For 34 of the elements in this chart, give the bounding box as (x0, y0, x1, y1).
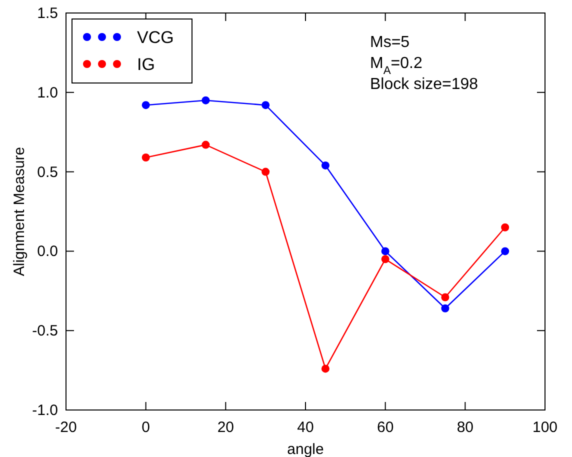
x-tick-label: 80 (456, 419, 474, 436)
legend-label: VCG (137, 28, 174, 47)
x-tick-label: 20 (217, 419, 234, 436)
annotation: Ms=5 (370, 34, 410, 51)
x-tick-label: 100 (532, 419, 558, 436)
point (441, 293, 450, 302)
point (381, 247, 390, 256)
y-tick-label: 1.5 (37, 5, 58, 22)
y-tick-label: 0.0 (37, 243, 58, 260)
y-tick-label: 0.5 (37, 164, 58, 181)
point (142, 154, 150, 162)
x-tick-label: 0 (142, 419, 150, 436)
point (321, 161, 330, 170)
point (202, 140, 210, 149)
point (262, 101, 270, 110)
x-tick-label: 60 (376, 419, 394, 436)
point (381, 255, 390, 264)
annotation: Block size=198 (370, 76, 478, 93)
y-tick-label: -0.5 (32, 322, 58, 340)
y-axis-title: Alignment Measure (11, 146, 28, 276)
point (501, 247, 510, 256)
annotation: M$_{A}$=0.2 (370, 55, 422, 77)
point (262, 168, 270, 176)
legend-label: IG (137, 55, 155, 74)
point (321, 364, 330, 373)
point (441, 304, 450, 312)
x-tick-label: 40 (297, 419, 314, 436)
x-tick-label: -20 (55, 419, 77, 436)
y-tick-label: 1.0 (37, 84, 58, 102)
x-axis-title: angle (287, 441, 324, 457)
y-tick-label: -1.0 (32, 402, 58, 419)
point (501, 223, 510, 232)
point (202, 96, 210, 104)
point (142, 101, 150, 110)
